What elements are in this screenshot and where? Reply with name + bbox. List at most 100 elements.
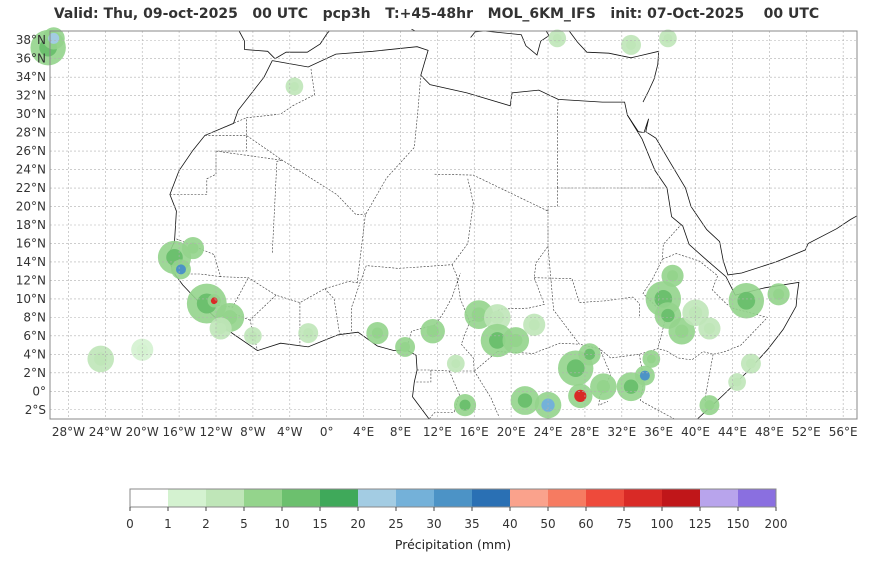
rain-cell-core: [574, 389, 587, 403]
colorbar-tick-label: 30: [426, 517, 441, 531]
colorbar-tick-label: 2: [202, 517, 210, 531]
rain-cell-core: [471, 307, 487, 322]
lon-label: 20°W: [126, 425, 159, 439]
rain-cell-core: [584, 348, 596, 360]
rain-cell-core: [704, 400, 715, 411]
lat-label: 10°N: [16, 292, 46, 306]
figure-title: Valid: Thu, 09-oct-2025 00 UTC pcp3h T:+…: [53, 6, 820, 22]
rain-cell-core: [136, 344, 148, 356]
rain-cell-core: [400, 341, 411, 352]
colorbar-tick-label: 125: [689, 517, 712, 531]
lon-label: 24°W: [89, 425, 122, 439]
lat-label: 2°S: [25, 403, 46, 417]
colorbar-swatch: [168, 489, 207, 507]
colorbar-outline: [129, 488, 777, 508]
lat-label: 28°N: [16, 126, 46, 140]
rain-cell-core: [94, 352, 108, 366]
colorbar-label: Précipitation (mm): [394, 537, 512, 552]
lon-label: 12°E: [423, 425, 452, 439]
lat-label: 36°N: [16, 52, 46, 66]
lon-label: 52°E: [792, 425, 821, 439]
colorbar-swatch: [472, 489, 511, 507]
colorbar-swatch: [662, 489, 701, 507]
rain-cell-core: [489, 332, 506, 349]
lat-label: 2°N: [23, 366, 46, 380]
rain-cell-core: [773, 288, 785, 300]
lat-label: 26°N: [16, 144, 46, 158]
rain-cell-core: [663, 33, 673, 43]
lon-label: 4°W: [277, 425, 303, 439]
rain-cell-core: [661, 308, 675, 323]
colorbar-swatch: [510, 489, 549, 507]
rain-cell-core: [303, 328, 314, 339]
colorbar-swatch: [206, 489, 245, 507]
rain-cell-core: [745, 358, 756, 369]
arabia-coastline: [627, 114, 858, 276]
lat-label: 32°N: [16, 89, 46, 103]
rain-cell-core: [528, 319, 540, 331]
colorbar-swatch: [434, 489, 473, 507]
lat-label: 4°N: [23, 347, 46, 361]
lat-label: 14°N: [16, 255, 46, 269]
colorbar-tick-label: 25: [388, 517, 403, 531]
colorbar-swatch: [320, 489, 359, 507]
lon-label: 56°E: [829, 425, 858, 439]
lat-label: 30°N: [16, 107, 46, 121]
rain-cell-core: [509, 333, 523, 348]
rain-cell-core: [210, 297, 218, 305]
colorbar-swatch: [282, 489, 321, 507]
lat-label: 24°N: [16, 163, 46, 177]
lat-label: 38°N: [16, 33, 46, 47]
lon-label: 44°E: [718, 425, 747, 439]
lon-label: 16°E: [460, 425, 489, 439]
colorbar-swatch: [586, 489, 625, 507]
rain-cell-core: [675, 324, 689, 338]
lon-label: 28°W: [52, 425, 85, 439]
colorbar-tick-label: 75: [616, 517, 631, 531]
colorbar-swatch: [700, 489, 739, 507]
lon-label: 36°E: [644, 425, 673, 439]
lon-label: 28°E: [570, 425, 599, 439]
lat-label: 34°N: [16, 70, 46, 84]
lon-label: 40°E: [681, 425, 710, 439]
rain-cell-core: [646, 354, 656, 364]
colorbar-swatch: [358, 489, 397, 507]
rain-cell-core: [48, 32, 60, 44]
lat-label: 12°N: [16, 273, 46, 287]
colorbar-tick-label: 0: [126, 517, 134, 531]
rain-cell-core: [451, 359, 461, 369]
colorbar-swatch: [396, 489, 435, 507]
colorbar-tick-label: 200: [765, 517, 788, 531]
rain-cell-core: [639, 370, 650, 381]
lon-label: 16°W: [163, 425, 196, 439]
lat-label: 6°N: [23, 329, 46, 343]
lon-label: 48°E: [755, 425, 784, 439]
rain-cell-core: [490, 310, 504, 325]
colorbar-tick-label: 20: [350, 517, 365, 531]
rain-cell-core: [703, 322, 715, 335]
colorbar-tick-label: 100: [651, 517, 674, 531]
rain-cell-core: [626, 39, 637, 50]
colorbar-tick-label: 150: [727, 517, 750, 531]
latitude-labels: 38°N 36°N 34°N 32°N 30°N 28°N 26°N 24°N 22°N 20°N…: [16, 33, 46, 417]
rain-cell-core: [289, 81, 299, 91]
rain-cell-core: [426, 325, 439, 338]
colorbar-tick-label: 10: [274, 517, 289, 531]
lat-label: 16°N: [16, 236, 46, 250]
colorbar-tick-label: 35: [464, 517, 479, 531]
rain-cell-core: [215, 322, 227, 335]
colorbar-swatch: [548, 489, 587, 507]
rain-cell-core: [187, 242, 199, 254]
lon-label: 8°E: [390, 425, 411, 439]
rain-cell-core: [732, 377, 742, 387]
lon-label: 20°E: [497, 425, 526, 439]
lon-label: 4°E: [353, 425, 374, 439]
rain-cell-core: [552, 33, 562, 43]
colorbar: 0 1 2 5 10 15 20 25 30 35 40 50 60 75 100 125 150 200: [126, 488, 788, 531]
rain-cell-core: [737, 291, 756, 310]
rain-cell-core: [541, 398, 555, 412]
colorbar-swatch: [130, 489, 169, 507]
lat-label: 8°N: [23, 310, 46, 324]
